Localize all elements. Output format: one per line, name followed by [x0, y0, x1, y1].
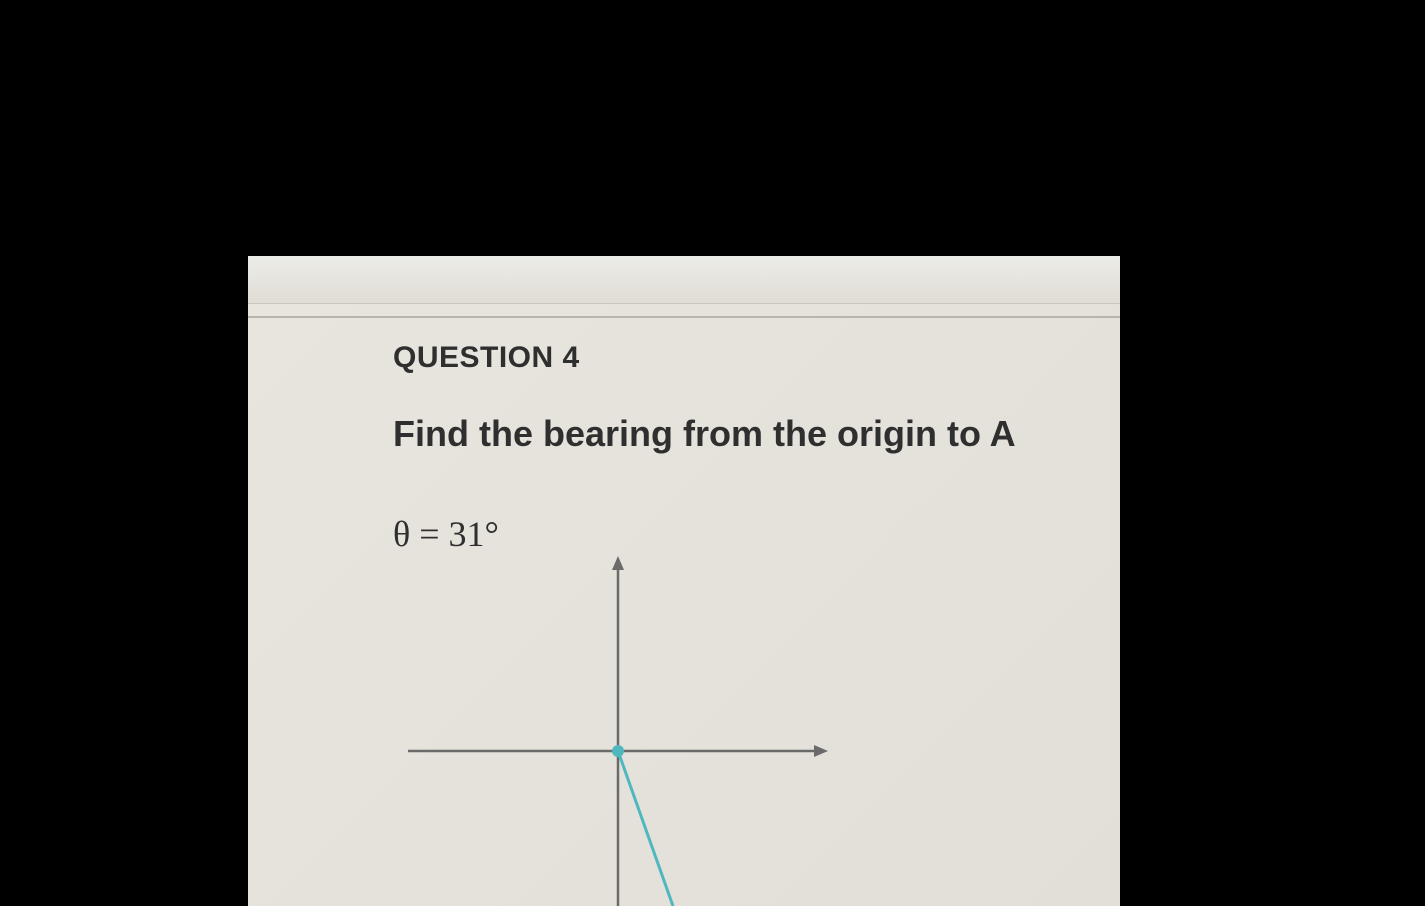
y-axis-arrow-icon — [612, 556, 624, 570]
question-text: Find the bearing from the origin to A — [393, 413, 1120, 455]
x-axis-arrow-icon — [814, 745, 828, 757]
axes-svg — [378, 556, 938, 906]
content-area: QUESTION 4 Find the bearing from the ori… — [393, 341, 1120, 555]
origin-point — [612, 745, 624, 757]
coordinate-diagram — [378, 556, 938, 906]
question-label: QUESTION 4 — [393, 341, 1120, 375]
document-panel: QUESTION 4 Find the bearing from the ori… — [248, 256, 1120, 906]
top-bar — [248, 256, 1120, 304]
bearing-line — [618, 751, 673, 906]
divider-line — [248, 316, 1120, 318]
theta-expression: θ = 31° — [393, 513, 1120, 555]
